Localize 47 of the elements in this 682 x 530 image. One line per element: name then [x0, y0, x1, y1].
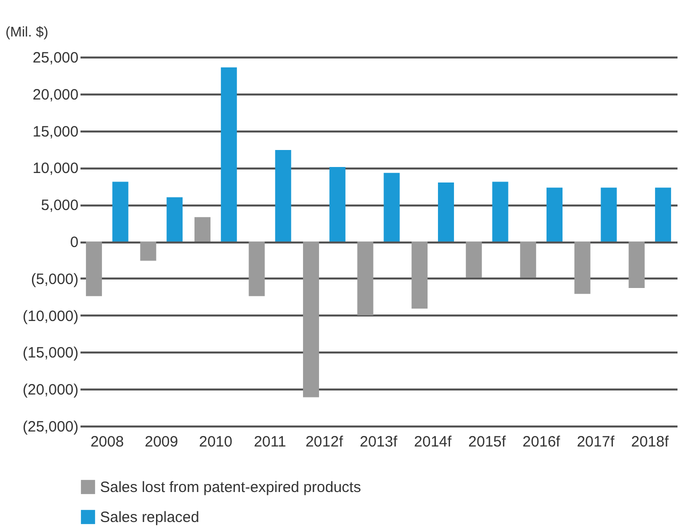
bar	[140, 242, 156, 261]
y-tick-label: (20,000)	[22, 382, 78, 399]
bar	[166, 197, 183, 242]
bar	[546, 188, 563, 242]
bar	[86, 242, 102, 296]
legend-label: Sales lost from patent-expired products	[100, 479, 361, 496]
y-tick-label: 0	[70, 234, 78, 251]
bar	[466, 242, 482, 278]
y-tick-label: 5,000	[40, 197, 78, 214]
bar	[384, 172, 400, 242]
y-tick-label: 25,000	[32, 50, 78, 66]
bar	[628, 242, 645, 288]
y-tick-label: (5,000)	[30, 270, 78, 288]
bar	[412, 242, 428, 309]
bar	[492, 182, 508, 242]
bar	[357, 242, 374, 316]
bar	[275, 150, 292, 242]
bar	[600, 188, 617, 242]
x-tick-label: 2018f	[631, 434, 670, 450]
x-tick-label: 2012f	[305, 434, 344, 450]
bar	[520, 242, 536, 278]
x-tick-label: 2013f	[360, 434, 398, 450]
x-tick-label: 2017f	[576, 434, 616, 450]
x-tick-label: 2014f	[414, 434, 452, 450]
y-tick-label: (15,000)	[22, 344, 78, 362]
x-tick-label: 2008	[90, 434, 124, 450]
y-tick-label: 20,000	[32, 86, 78, 104]
bar	[574, 242, 590, 294]
x-tick-label: 2011	[254, 434, 286, 450]
y-tick-label: 15,000	[32, 123, 78, 140]
bar	[194, 217, 210, 242]
y-tick-label: (10,000)	[22, 308, 78, 325]
y-axis-title: (Mil. $)	[6, 24, 48, 40]
y-tick-label: 10,000	[32, 160, 78, 178]
bar	[112, 182, 128, 242]
x-tick-label: 2009	[144, 434, 178, 450]
bar	[655, 188, 672, 242]
x-tick-label: 2010	[198, 434, 232, 450]
bar	[329, 166, 346, 242]
legend-label: Sales replaced	[100, 509, 200, 526]
bar	[438, 182, 454, 242]
x-tick-label: 2016f	[522, 434, 561, 450]
x-tick-label: 2015f	[468, 434, 507, 450]
bar	[303, 242, 320, 398]
bar	[248, 242, 265, 296]
bar	[220, 67, 237, 242]
y-tick-label: (25,000)	[22, 418, 78, 436]
